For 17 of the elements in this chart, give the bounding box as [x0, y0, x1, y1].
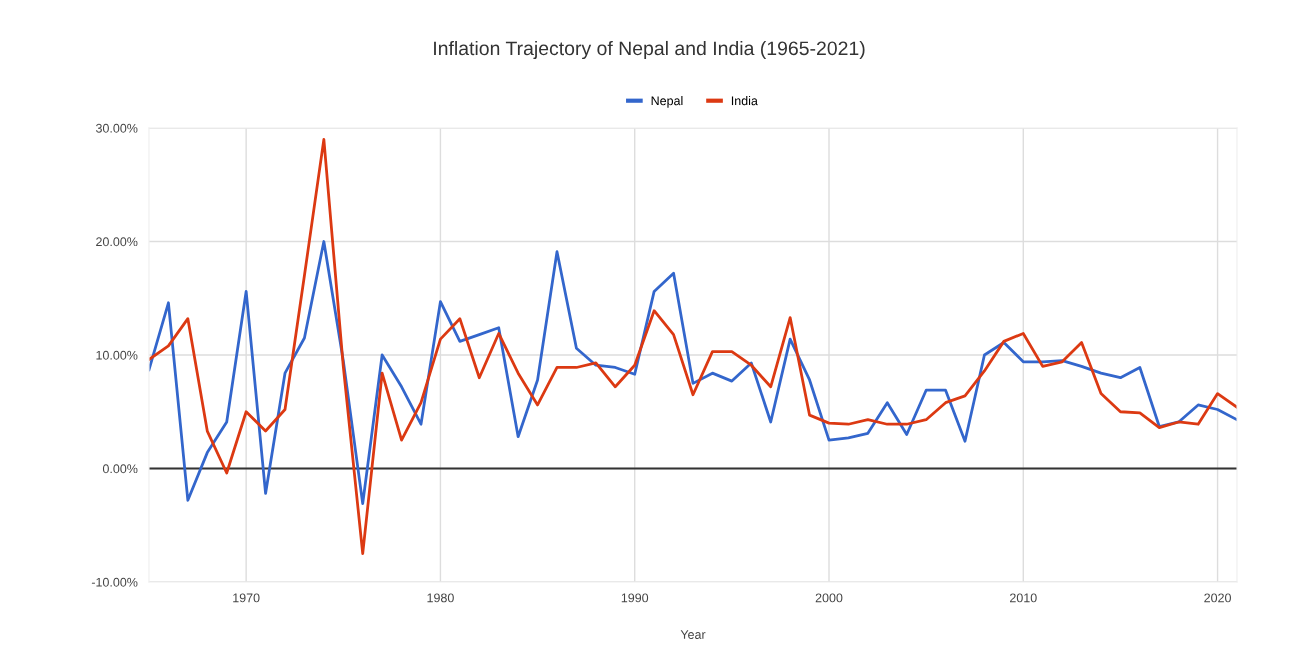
x-tick-label: 1980 — [427, 593, 454, 603]
x-axis-title: Year — [680, 630, 706, 639]
x-tick-label: 1970 — [233, 593, 260, 603]
y-tick-label: 30.00% — [95, 123, 138, 133]
legend-label: India — [731, 96, 758, 106]
x-tick-label: 2000 — [815, 593, 843, 603]
y-tick-label: 0.00% — [102, 464, 138, 474]
x-tick-label: 1990 — [621, 593, 649, 603]
y-tick-label: 20.00% — [96, 237, 138, 247]
chart-title: Inflation Trajectory of Nepal and India (1965-2021) — [434, 40, 865, 60]
y-tick-label: -10.00% — [91, 577, 138, 587]
x-tick-label: 2010 — [1010, 593, 1037, 603]
line-series — [149, 240, 1237, 506]
line-series — [149, 137, 1237, 556]
x-tick-label: 2020 — [1204, 593, 1231, 603]
legend-label: Nepal — [651, 96, 683, 108]
y-tick-label: 10.00% — [96, 350, 138, 360]
